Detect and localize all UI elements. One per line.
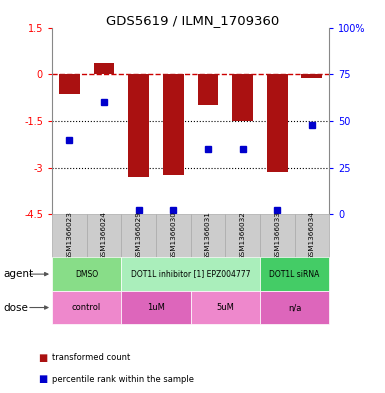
Bar	[295, 214, 329, 257]
Text: n/a: n/a	[288, 303, 301, 312]
Bar	[191, 214, 225, 257]
Bar	[225, 214, 260, 257]
Text: GSM1366023: GSM1366023	[66, 211, 72, 260]
Text: 5uM: 5uM	[216, 303, 234, 312]
Bar	[163, 74, 184, 175]
Text: GSM1366034: GSM1366034	[309, 211, 315, 260]
Bar	[191, 291, 260, 324]
Bar	[52, 291, 121, 324]
Text: ■: ■	[38, 353, 48, 363]
Bar	[121, 257, 260, 291]
Text: GSM1366033: GSM1366033	[274, 211, 280, 260]
Text: dose: dose	[4, 303, 29, 312]
Text: GDS5619 / ILMN_1709360: GDS5619 / ILMN_1709360	[106, 14, 279, 27]
Text: GSM1366031: GSM1366031	[205, 211, 211, 260]
Text: control: control	[72, 303, 101, 312]
Text: DOT1L inhibitor [1] EPZ004777: DOT1L inhibitor [1] EPZ004777	[131, 270, 250, 279]
Text: DMSO: DMSO	[75, 270, 98, 279]
Text: DOT1L siRNA: DOT1L siRNA	[270, 270, 320, 279]
Bar	[156, 214, 191, 257]
Text: GSM1366029: GSM1366029	[136, 211, 142, 260]
Bar	[267, 74, 288, 172]
Text: percentile rank within the sample: percentile rank within the sample	[52, 375, 194, 384]
Text: GSM1366030: GSM1366030	[170, 211, 176, 260]
Text: agent: agent	[4, 269, 34, 279]
Text: 1uM: 1uM	[147, 303, 165, 312]
Text: GSM1366032: GSM1366032	[239, 211, 246, 260]
Text: ■: ■	[38, 374, 48, 384]
Text: transformed count: transformed count	[52, 353, 130, 362]
Bar	[121, 214, 156, 257]
Bar	[198, 74, 218, 105]
Bar	[232, 74, 253, 121]
Bar	[59, 74, 80, 94]
Bar	[121, 291, 191, 324]
Bar	[301, 74, 322, 78]
Bar	[87, 214, 121, 257]
Bar	[128, 74, 149, 177]
Bar	[260, 257, 329, 291]
Bar	[52, 214, 87, 257]
Bar	[52, 257, 121, 291]
Bar	[260, 291, 329, 324]
Bar	[94, 63, 114, 74]
Bar	[260, 214, 295, 257]
Text: GSM1366024: GSM1366024	[101, 211, 107, 260]
